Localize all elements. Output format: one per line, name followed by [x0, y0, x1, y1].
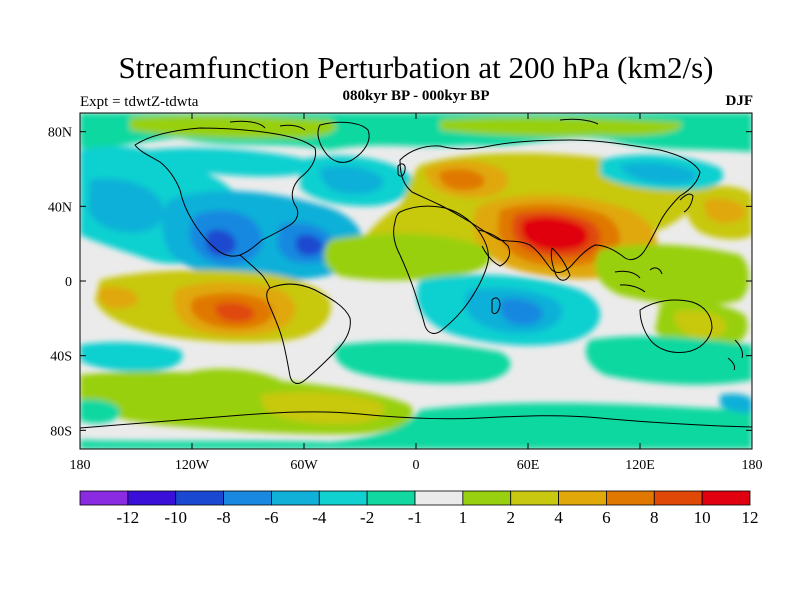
colorbar-swatch: [414, 490, 464, 506]
x-axis: 180 120W 60W 0 60E 120E 180: [70, 113, 763, 473]
colorbar-swatch: [653, 490, 703, 506]
colorbar-swatch: [462, 490, 512, 506]
colorbar-label: -12: [117, 508, 140, 527]
colorbar-label: 4: [554, 508, 563, 527]
x-tick-label: 180: [742, 458, 763, 473]
colorbar-label: -8: [216, 508, 230, 527]
season-label: DJF: [725, 93, 754, 109]
x-tick-label: 180: [70, 458, 91, 473]
x-tick-label: 60E: [517, 458, 540, 473]
colorbar: -12 -10 -8 -6 -4 -2 -1 1 2 4 6 8 10 12: [79, 490, 759, 527]
colorbar-swatch: [606, 490, 655, 506]
x-tick-label: 0: [413, 458, 420, 473]
colorbar-swatch: [79, 490, 129, 506]
y-tick-label: 40N: [48, 200, 72, 215]
colorbar-label: 12: [742, 508, 759, 527]
colorbar-swatch: [701, 490, 751, 506]
y-tick-label: 80S: [50, 424, 72, 439]
x-tick-label: 120W: [175, 458, 210, 473]
period-label: 080kyr BP - 000kyr BP: [342, 88, 490, 104]
colorbar-swatch: [127, 490, 177, 506]
colorbar-swatch: [366, 490, 416, 506]
streamfunction-field: [80, 113, 752, 449]
colorbar-swatch: [175, 490, 224, 506]
colorbar-label: -4: [312, 508, 327, 527]
colorbar-swatch: [510, 490, 559, 506]
y-tick-label: 40S: [50, 350, 72, 365]
experiment-label: Expt = tdwtZ-tdwta: [80, 94, 199, 110]
colorbar-label: -6: [264, 508, 278, 527]
colorbar-label: 1: [459, 508, 468, 527]
y-tick-label: 80N: [48, 126, 72, 141]
x-tick-label: 60W: [290, 458, 318, 473]
colorbar-swatch: [318, 490, 368, 506]
colorbar-label: 10: [694, 508, 711, 527]
chart-title: Streamfunction Perturbation at 200 hPa (…: [118, 50, 714, 85]
y-axis: 80N 40N 0 40S 80S: [48, 126, 752, 439]
colorbar-label: -2: [360, 508, 374, 527]
colorbar-label: 6: [602, 508, 611, 527]
colorbar-label: 2: [506, 508, 515, 527]
y-tick-label: 0: [65, 275, 72, 290]
colorbar-label: -10: [164, 508, 187, 527]
colorbar-swatch: [223, 490, 272, 506]
x-tick-label: 120E: [625, 458, 655, 473]
colorbar-swatch: [271, 490, 320, 506]
colorbar-swatch: [558, 490, 607, 506]
coastlines: [80, 118, 752, 429]
colorbar-label: 8: [650, 508, 659, 527]
colorbar-label: -1: [408, 508, 422, 527]
